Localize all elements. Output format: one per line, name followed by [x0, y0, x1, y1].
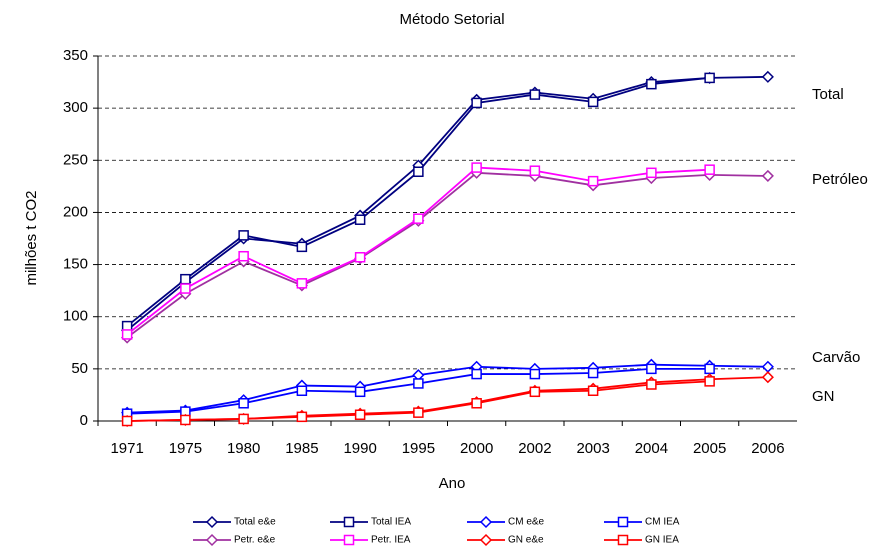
marker — [529, 165, 541, 176]
marker — [761, 360, 774, 373]
y-tick-label: 250 — [63, 151, 88, 168]
marker — [238, 250, 249, 262]
x-tick-label: 2003 — [576, 440, 609, 457]
y-tick-label: 150 — [63, 256, 88, 273]
marker — [704, 72, 715, 84]
marker — [646, 363, 657, 375]
x-tick-label: 1985 — [285, 440, 318, 457]
marker — [296, 241, 308, 253]
marker — [587, 175, 599, 187]
marker — [180, 273, 191, 285]
marker — [704, 363, 715, 375]
series-line — [126, 166, 710, 336]
chart-title: Método Setorial — [399, 11, 504, 28]
marker — [761, 70, 774, 83]
marker — [617, 516, 629, 528]
marker — [617, 534, 629, 546]
annotation: Carvão — [812, 349, 860, 366]
y-tick-label: 0 — [80, 412, 88, 429]
marker — [646, 379, 657, 390]
annotation: Total — [812, 86, 844, 103]
marker — [471, 368, 482, 380]
marker — [413, 407, 424, 418]
marker — [238, 230, 249, 241]
annotation: GN — [812, 388, 835, 405]
series-line — [126, 171, 768, 339]
marker — [587, 385, 599, 397]
marker — [296, 278, 308, 289]
marker — [529, 368, 541, 380]
y-axis-label: milhões t CO2 — [23, 190, 40, 285]
marker — [296, 411, 308, 423]
marker — [413, 166, 424, 178]
marker — [121, 415, 133, 427]
marker — [238, 398, 249, 409]
marker — [761, 169, 774, 182]
legend-label: GN e&e — [508, 535, 544, 546]
y-tick-label: 300 — [63, 99, 88, 116]
annotation: Petróleo — [812, 171, 868, 188]
marker — [354, 386, 366, 398]
marker — [343, 516, 355, 528]
x-tick-label: 1980 — [227, 440, 260, 457]
legend-label: Total e&e — [234, 517, 276, 528]
marker — [646, 78, 657, 90]
y-tick-label: 200 — [63, 203, 88, 220]
marker — [205, 533, 219, 547]
marker — [296, 385, 308, 397]
marker — [761, 371, 774, 384]
x-tick-label: 2004 — [635, 440, 668, 457]
marker — [587, 367, 599, 379]
marker — [704, 164, 715, 175]
y-tick-label: 350 — [63, 47, 88, 64]
x-tick-label: 1971 — [110, 440, 143, 457]
series-line — [126, 77, 710, 327]
marker — [205, 515, 219, 529]
marker — [354, 409, 366, 420]
marker — [238, 413, 249, 425]
series-line — [127, 363, 768, 414]
legend-label: GN IEA — [645, 535, 679, 546]
marker — [354, 252, 366, 263]
x-tick-label: 1990 — [343, 440, 376, 457]
legend-label: Petr. e&e — [234, 535, 276, 546]
marker — [471, 162, 482, 173]
x-tick-label: 2006 — [751, 440, 784, 457]
marker — [587, 96, 599, 108]
marker — [180, 283, 191, 294]
marker — [704, 376, 715, 387]
x-tick-label: 1975 — [169, 440, 202, 457]
marker — [479, 515, 493, 529]
legend-label: CM IEA — [645, 517, 680, 528]
y-tick-label: 50 — [71, 360, 88, 377]
legend-label: Petr. IEA — [371, 535, 411, 546]
marker — [479, 533, 493, 547]
x-axis-label: Ano — [439, 475, 466, 492]
marker — [413, 378, 424, 389]
marker — [354, 214, 366, 225]
marker — [180, 414, 191, 426]
marker — [121, 329, 133, 340]
marker — [529, 386, 541, 398]
x-tick-label: 2000 — [460, 440, 493, 457]
marker — [646, 167, 657, 179]
series-line — [126, 75, 768, 331]
marker — [413, 213, 424, 224]
marker — [529, 89, 541, 100]
y-tick-label: 100 — [63, 308, 88, 325]
x-tick-label: 2002 — [518, 440, 551, 457]
legend-label: Total IEA — [371, 517, 411, 528]
marker — [471, 398, 482, 409]
x-tick-label: 1995 — [402, 440, 435, 457]
marker — [343, 534, 355, 546]
x-tick-label: 2005 — [693, 440, 726, 457]
marker — [471, 97, 482, 109]
legend-label: CM e&e — [508, 517, 545, 528]
